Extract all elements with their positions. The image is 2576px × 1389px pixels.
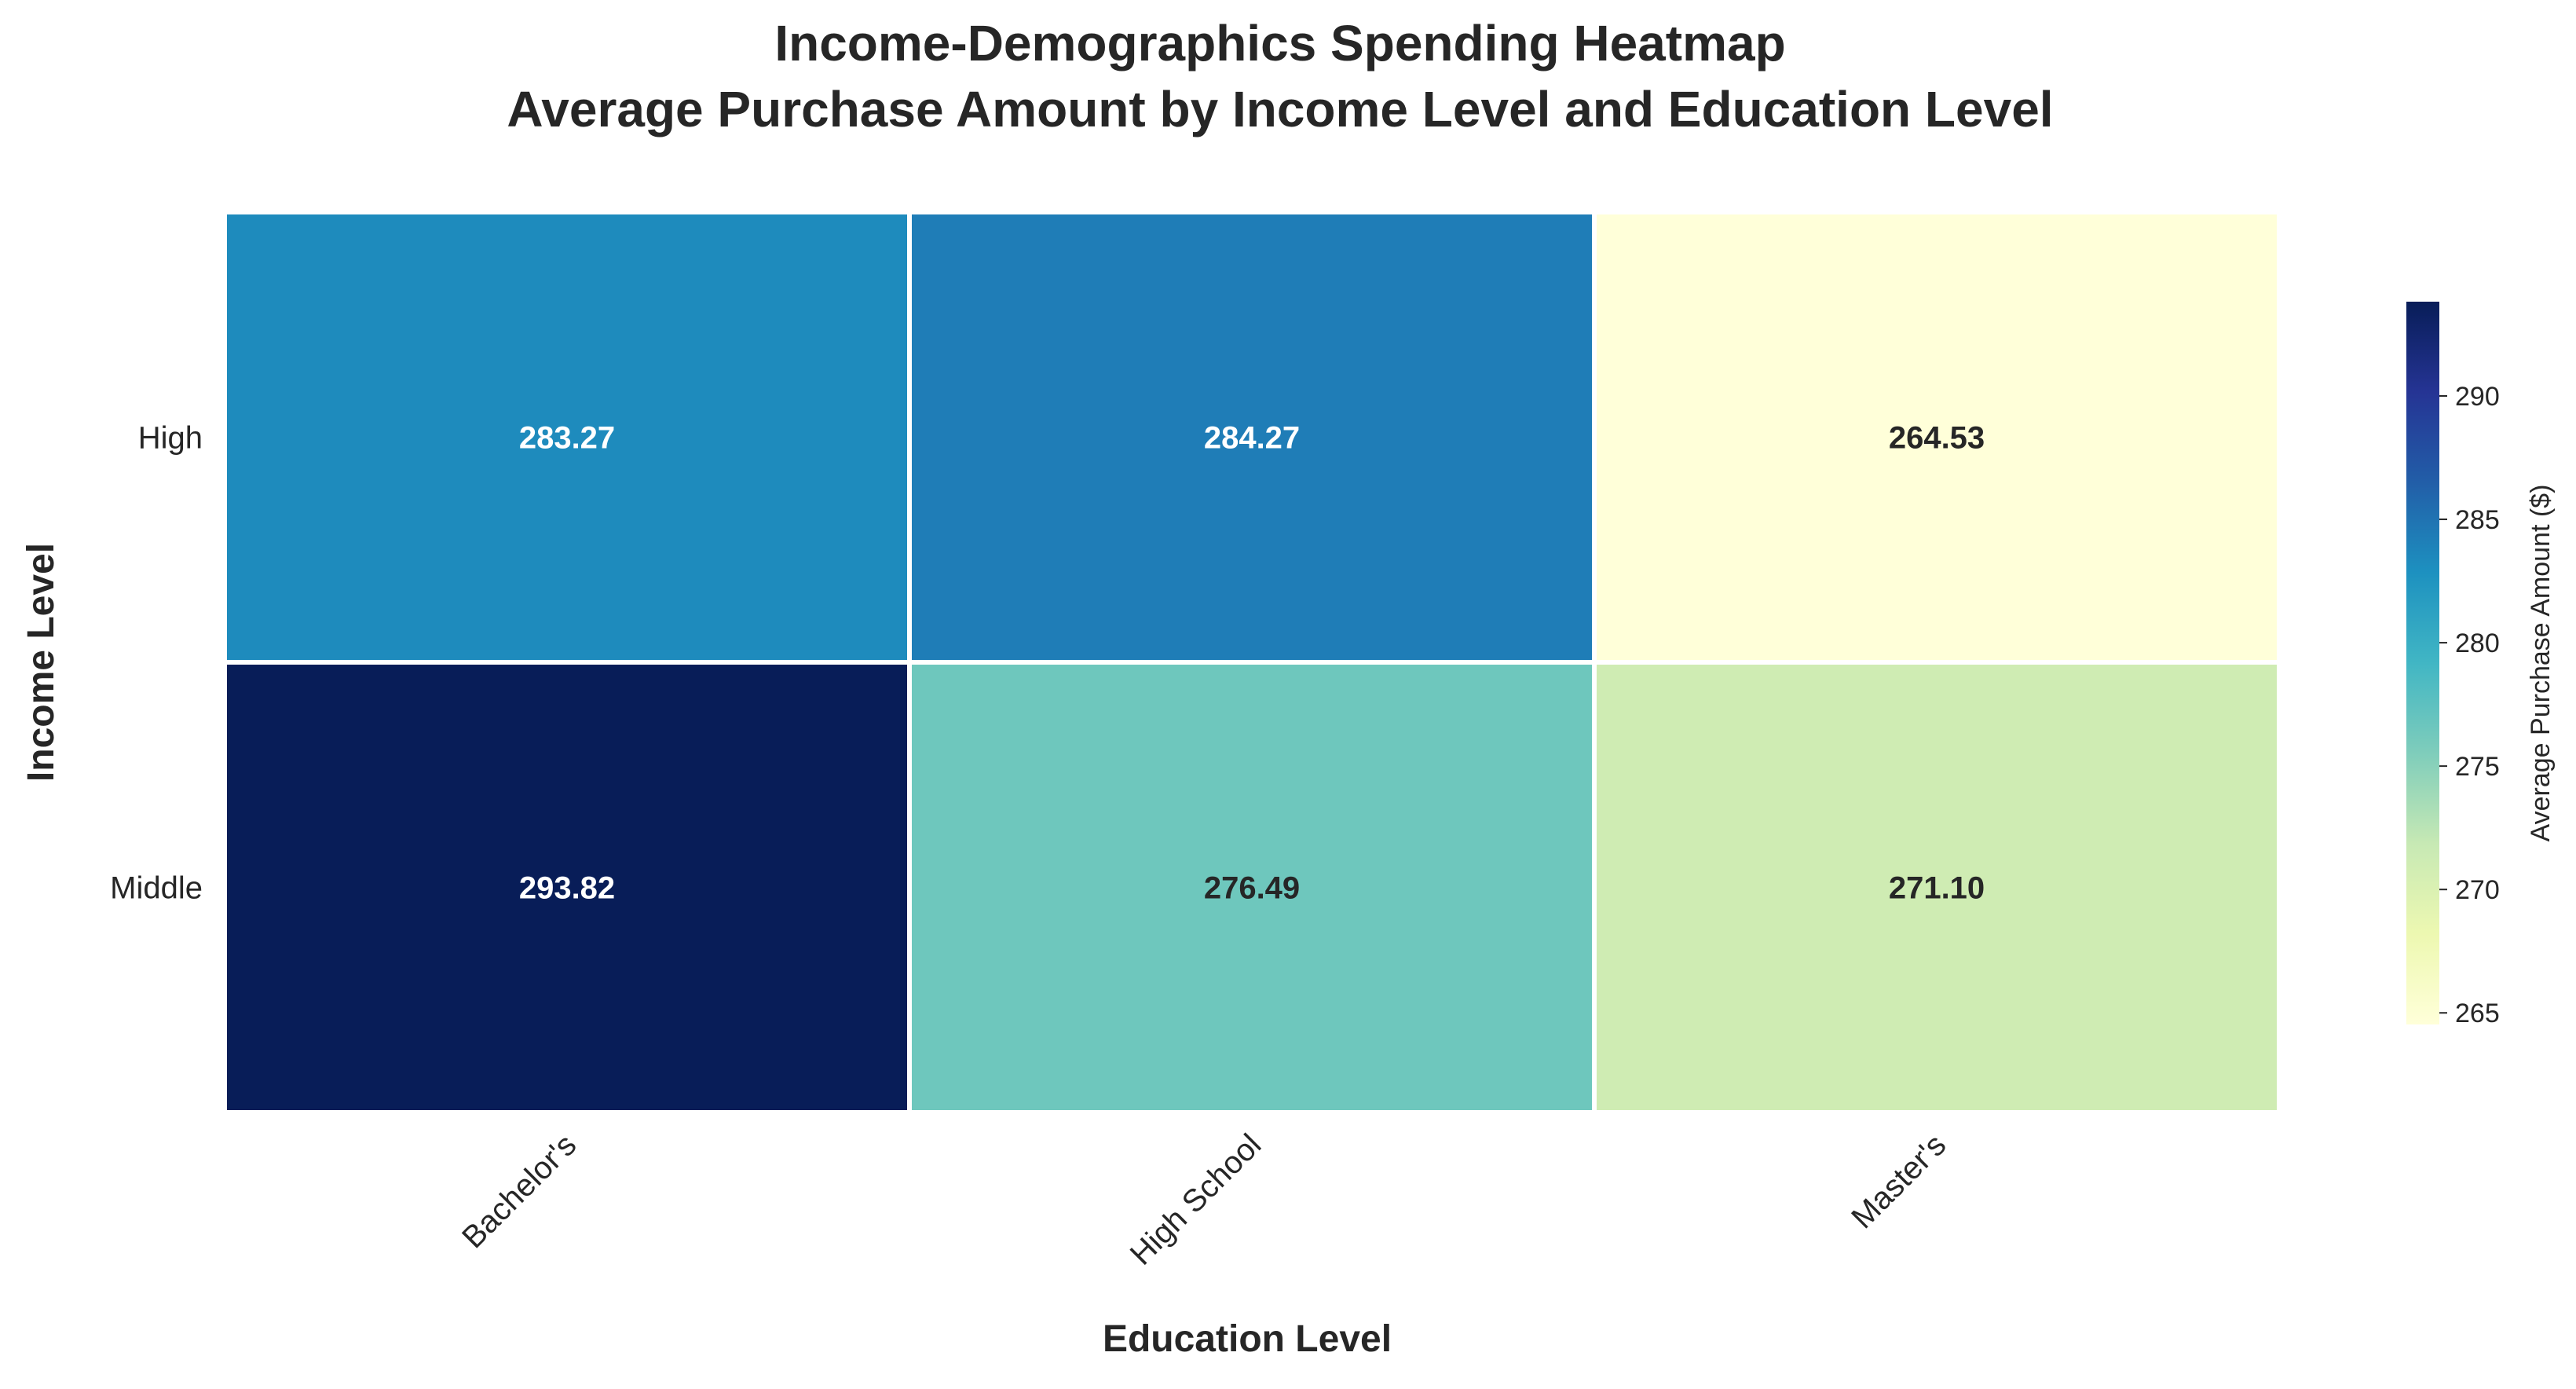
cell-value-label: 293.82 — [519, 871, 615, 906]
x-tick-label: Master's — [1845, 1127, 1952, 1235]
heatmap-cell — [1592, 660, 2281, 1115]
heatmap-cell — [907, 660, 1597, 1115]
colorbar-tick-label: 285 — [2455, 505, 2500, 535]
cell-value-label: 264.53 — [1889, 421, 1985, 456]
y-axis-label: Income Level — [20, 543, 62, 782]
cell-value-label: 271.10 — [1889, 871, 1985, 906]
colorbar-tick-label: 275 — [2455, 752, 2500, 782]
colorbar-label: Average Purchase Amount ($) — [2526, 485, 2556, 842]
y-tick-label: High — [138, 421, 203, 456]
cell-value-label: 283.27 — [519, 421, 615, 456]
y-axis-tick-labels: High Middle — [110, 421, 203, 906]
colorbar-tick-label: 270 — [2455, 875, 2500, 905]
colorbar-tick-label: 265 — [2455, 999, 2500, 1028]
colorbar-gradient — [2406, 302, 2439, 1024]
x-axis-tick-labels: Bachelor's High School Master's — [456, 1127, 1952, 1272]
heatmap-cell — [1592, 210, 2281, 665]
cell-value-label: 276.49 — [1204, 871, 1300, 906]
heatmap-cell — [222, 660, 912, 1115]
x-tick-label: Bachelor's — [456, 1127, 583, 1255]
colorbar: 265 270 275 280 285 290 Average Purchase Amou… — [2406, 302, 2556, 1028]
colorbar-tick-label: 290 — [2455, 382, 2500, 412]
heatmap-cell-labels: 283.27 284.27 264.53 293.82 276.49 271.10 — [519, 421, 1985, 906]
colorbar-ticks: 265 270 275 280 285 290 — [2439, 382, 2500, 1028]
cell-value-label: 284.27 — [1204, 421, 1300, 456]
chart-subtitle: Average Purchase Amount by Income Level … — [507, 81, 2054, 137]
colorbar-tick-label: 280 — [2455, 629, 2500, 658]
x-tick-label: High School — [1124, 1127, 1268, 1272]
x-axis-label: Education Level — [1103, 1318, 1392, 1360]
y-tick-label: Middle — [110, 871, 203, 906]
chart-title: Income-Demographics Spending Heatmap — [774, 15, 1786, 71]
heatmap-cells — [222, 210, 2281, 1115]
